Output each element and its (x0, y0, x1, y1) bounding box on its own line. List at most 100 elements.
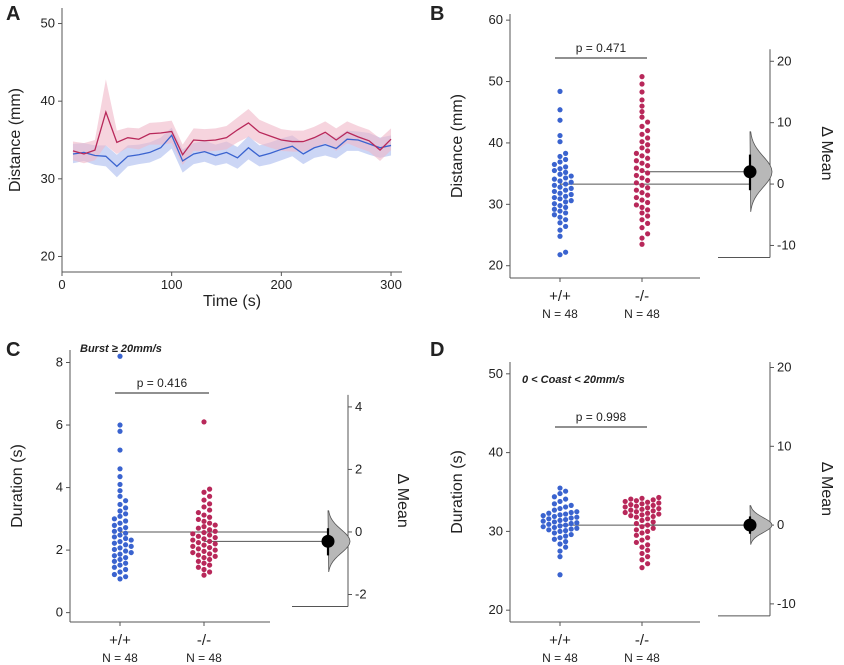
panel-2-data-point (117, 447, 123, 453)
panel-2-data-point (128, 549, 134, 556)
panel-3-data-point (568, 520, 574, 527)
panel-2-data-point (123, 498, 129, 504)
panel-1-n-label: N = 48 (542, 307, 578, 321)
panel-2-data-point (195, 525, 201, 531)
panel-2-data-point (190, 543, 196, 549)
panel-2-data-point (195, 564, 201, 570)
panel-1-data-point (557, 233, 563, 239)
panel-2-data-point (195, 552, 201, 558)
panel-2-data-point (207, 501, 213, 507)
panel-3-data-point (540, 518, 546, 524)
panel-3-data-point (645, 516, 651, 522)
panel-1-data-point (557, 190, 563, 196)
panel-3-data-point (650, 513, 656, 520)
panel-2-data-point (207, 551, 213, 557)
panel-1-data-point (639, 197, 645, 203)
panel-a-ytick-label: 50 (41, 16, 55, 31)
panel-1-data-point (551, 212, 558, 218)
panel-3-letter: D (430, 339, 444, 361)
panel-1-ytick-label: 20 (489, 258, 503, 273)
panel-1-letter: B (430, 3, 444, 25)
panel-2-data-point (207, 486, 213, 492)
panel-3-data-point (645, 510, 651, 516)
panel-1-data-point (551, 182, 558, 188)
panel-1-data-point (639, 190, 645, 196)
panel-1-data-point (557, 117, 563, 123)
panel-3-data-point (551, 519, 558, 525)
panel-3-data-point (557, 541, 563, 547)
panel-2-data-point (207, 532, 213, 538)
panel-2-letter: C (6, 339, 20, 361)
panel-2-data-point (117, 576, 123, 582)
panel-2-ytick-label: 4 (56, 480, 63, 495)
panel-2-data-point (128, 537, 134, 543)
panel-2-data-point (111, 553, 117, 559)
panel-1-data-point (639, 225, 645, 231)
panel-1-data-point (551, 206, 558, 212)
panel-3-data-point (540, 513, 546, 519)
panel-3-data-point (563, 511, 569, 517)
panel-2-data-point (207, 544, 213, 551)
panel-3-data-point (656, 505, 662, 512)
panel-3-y2tick-label: -10 (777, 596, 796, 611)
panel-1-data-point (645, 128, 651, 134)
panel-2-data-point (117, 422, 123, 428)
panel-1-data-point (645, 220, 651, 226)
panel-2-data-point (212, 553, 218, 559)
panel-2-data-point (123, 535, 129, 542)
panel-1-data-point (645, 142, 651, 148)
panel-1-data-point (557, 139, 563, 145)
panel-3-data-point (551, 536, 558, 542)
panel-3-data-point (633, 498, 640, 504)
panel-2-subtitle: Burst ≥ 20mm/s (80, 343, 162, 355)
panel-2-data-point (117, 488, 123, 494)
panel-2-data-point (111, 540, 117, 546)
panel-2-data-point (201, 548, 207, 554)
panel-1-data-point (563, 217, 569, 223)
panel-1-category-label: +/+ (549, 288, 571, 305)
panel-2-n-label: N = 48 (102, 651, 138, 665)
panel-1-y2tick-label: 20 (777, 53, 791, 68)
panel-1-data-point (633, 202, 640, 208)
panel-2-ytick-label: 6 (56, 417, 63, 432)
panel-1-data-point (557, 178, 563, 184)
panel-1-data-point (563, 249, 569, 255)
panel-1-data-point (557, 88, 563, 94)
panel-3-n-label: N = 48 (542, 651, 578, 665)
panel-2-data-point (195, 546, 201, 552)
panel-1-data-point (557, 153, 563, 160)
panel-3-data-point (568, 526, 574, 532)
panel-2-data-point (111, 546, 117, 553)
panel-3-data-point (546, 527, 552, 533)
panel-1-data-point (551, 194, 558, 201)
panel-1-n-label: N = 48 (624, 307, 660, 321)
panel-a-xtick-label: 0 (58, 277, 65, 292)
panel-3-data-point (639, 530, 645, 536)
panel-2-data-point (207, 514, 213, 520)
panel-2-n-label: N = 48 (186, 651, 222, 665)
panel-1-data-point (639, 175, 645, 181)
panel-3-data-point (557, 572, 563, 578)
panel-1-data-point (645, 192, 651, 198)
panel-1-data-point (557, 184, 563, 190)
panel-2-data-point (117, 474, 123, 480)
panel-1-data-point (557, 202, 563, 209)
panel-1-pvalue: p = 0.471 (576, 41, 627, 55)
panel-3-data-point (633, 532, 640, 538)
panel-a-ytick-label: 40 (41, 93, 55, 108)
panel-1-data-point (645, 231, 651, 237)
panel-1-data-point (639, 103, 645, 109)
panel-3-data-point (540, 524, 546, 530)
panel-3-data-point (639, 524, 645, 530)
panel-1-data-point (645, 170, 651, 176)
panel-1-data-point (563, 150, 569, 156)
panel-3-data-point (639, 537, 645, 543)
panel-2-category-label: +/+ (109, 632, 131, 649)
panel-3-data-point (557, 528, 563, 534)
panel-2-data-point (195, 533, 201, 539)
panel-3-n-label: N = 48 (624, 651, 660, 665)
panel-1-data-point (551, 188, 558, 195)
panel-2-data-point (117, 526, 123, 533)
panel-2-data-point (201, 497, 207, 503)
panel-1-category-label: -/- (635, 288, 649, 305)
